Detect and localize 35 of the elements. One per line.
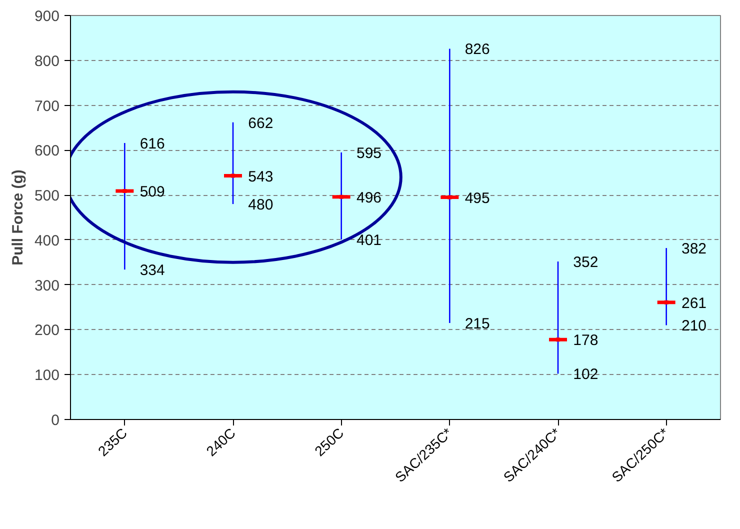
- annotation: 595: [356, 144, 382, 162]
- data-label: 495: [464, 190, 490, 207]
- point: [231, 174, 235, 178]
- y-tick-label: 400: [34, 232, 60, 250]
- y-tick-label: 800: [34, 52, 60, 70]
- annotation: 352: [573, 254, 598, 271]
- annotation: 382: [682, 240, 707, 258]
- y-tick-label: 0: [51, 412, 60, 429]
- annotation: 215: [464, 315, 490, 332]
- annotation: 480: [248, 196, 274, 214]
- annotation: 826: [464, 41, 490, 58]
- y-tick-label: 100: [34, 367, 60, 384]
- y-axis-title: Pull Force (g): [9, 170, 26, 266]
- y-tick-label: 300: [34, 277, 60, 294]
- y-tick-label: 900: [34, 8, 60, 25]
- point: [664, 300, 668, 304]
- data-label: 496: [356, 189, 382, 206]
- annotation: 401: [356, 232, 382, 249]
- y-tick-label: 500: [34, 188, 60, 205]
- y-tick-label: 600: [34, 142, 60, 160]
- data-label: 543: [248, 168, 274, 186]
- point: [122, 189, 127, 194]
- y-tick-label: 200: [34, 322, 60, 340]
- y-tick-label: 700: [34, 98, 60, 115]
- point: [339, 194, 344, 199]
- data-label: 178: [573, 332, 598, 350]
- point: [448, 195, 452, 200]
- annotation: 334: [140, 262, 165, 280]
- annotation: 102: [573, 366, 598, 384]
- annotation: 210: [682, 318, 707, 335]
- annotation: 662: [248, 114, 274, 132]
- data-label: 261: [682, 294, 707, 312]
- point: [556, 338, 560, 342]
- annotation: 616: [140, 135, 165, 152]
- data-label: 509: [140, 184, 165, 201]
